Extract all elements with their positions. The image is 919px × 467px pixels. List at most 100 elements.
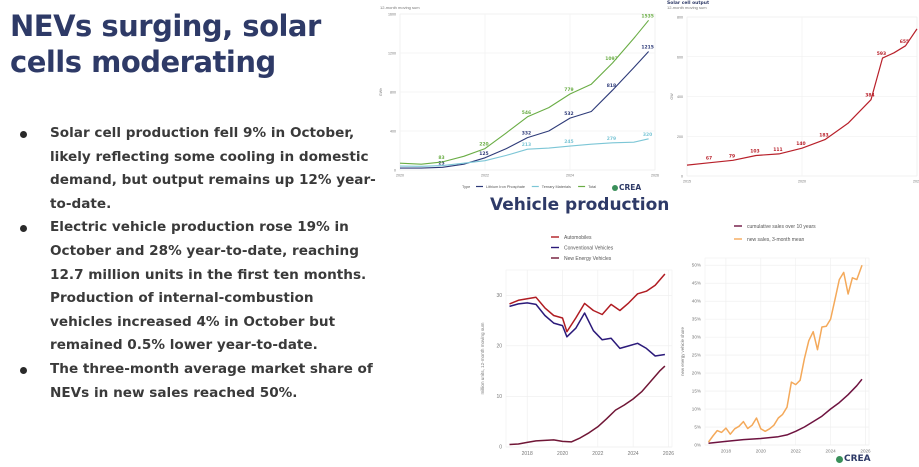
data-label: 245: [564, 139, 573, 145]
x-tick-label: 2026: [663, 451, 674, 457]
legend-entry-label: new sales, 3-month mean: [747, 237, 804, 243]
y-axis-label: GWh: [379, 88, 383, 96]
series-line-conventional-vehicles: [509, 302, 666, 357]
series-line-solar-cell-output: [686, 28, 918, 166]
y-tick-label: 45%: [692, 281, 701, 286]
data-label: 532: [564, 111, 573, 117]
data-label: 384: [865, 93, 874, 99]
y-axis-label: million units, 12-month moving sum: [480, 322, 485, 394]
vehicle-production-chart: 0 10 20 30 2018 2020 2022 2024 2026 million units…: [470, 222, 680, 467]
bullet-text: Solar cell production fell 9% in October…: [50, 125, 376, 212]
y-tick-label: 200: [677, 135, 683, 139]
y-tick-label: 1200: [388, 52, 396, 56]
bullet-list: Solar cell production fell 9% in October…: [20, 122, 376, 405]
x-tick-label: 2024: [825, 449, 836, 454]
vehicle-section-title: Vehicle production: [490, 195, 670, 215]
y-tick-label: 0: [394, 169, 396, 173]
legend-entry-label: Lithium Iron Phosphate: [486, 185, 525, 189]
y-axis-label: new energy vehicle share: [680, 327, 685, 376]
bullet-item: The three-month average market share of …: [20, 358, 376, 405]
legend-entry-label: Ternary Materials: [542, 185, 571, 189]
chart-svg: 0 10 20 30 2018 2020 2022 2024 2026 million units…: [480, 235, 674, 457]
series-line-ternary-materials: [399, 138, 649, 167]
y-tick-label: 800: [390, 91, 396, 95]
legend-entry-label: New Energy Vehicles: [564, 256, 612, 262]
solar-cell-output-chart: Solar cell output 12-month moving sum 0 200…: [665, 0, 919, 190]
x-tick-label: 2024: [566, 174, 574, 178]
y-tick-label: 0: [499, 445, 502, 451]
data-label: 546: [522, 110, 531, 116]
chart-svg: 0% 5% 10% 15% 20% 25% 30% 35% 40% 45% 50% 2018 2020 2…: [680, 224, 871, 454]
bullet-text: The three-month average market share of …: [50, 360, 373, 401]
data-label: 23: [438, 160, 444, 166]
data-label: 79: [729, 153, 735, 159]
bullet-dot-icon: [20, 366, 27, 374]
legend-entry-label: cumulative sales over 10 years: [747, 224, 816, 230]
data-label: 279: [607, 136, 616, 142]
crea-leaf-icon: [612, 184, 618, 191]
legend-entry-label: Automobiles: [564, 235, 592, 241]
plot-area: [704, 257, 870, 446]
x-tick-label: 2022: [481, 174, 489, 178]
chart-title: Solar cell output: [667, 0, 710, 6]
series-line-total: [399, 19, 650, 165]
x-tick-label: 2018: [522, 451, 533, 457]
data-label: 1097: [605, 56, 618, 62]
y-tick-label: 600: [677, 55, 683, 59]
data-label: 320: [643, 132, 652, 138]
data-label: 140: [796, 141, 805, 147]
x-tick-label: 2022: [791, 449, 802, 454]
y-tick-label: 30: [496, 293, 502, 299]
x-tick-label: 2018: [721, 449, 732, 454]
x-tick-label: 2024: [628, 451, 639, 457]
x-tick-label: 2020: [798, 180, 806, 184]
bullet-text: Electric vehicle production rose 19% in …: [50, 219, 367, 354]
series-line-new-energy-vehicles: [509, 365, 666, 446]
data-label: 111: [773, 147, 782, 153]
y-tick-label: 400: [390, 130, 396, 134]
legend-entry-label: Total: [588, 185, 596, 189]
legend-title: Type: [462, 185, 470, 189]
y-tick-label: 50%: [692, 263, 701, 268]
data-label: 593: [877, 51, 886, 57]
y-tick-label: 25%: [692, 353, 701, 358]
x-tick-label: 2020: [557, 451, 568, 457]
data-label: 220: [479, 142, 488, 148]
legend-entry-label: Conventional Vehicles: [564, 246, 614, 252]
data-label: 818: [607, 83, 616, 89]
y-tick-label: 400: [677, 95, 683, 99]
y-tick-label: 20: [496, 343, 502, 349]
y-tick-label: 800: [677, 16, 683, 20]
page-title: NEVs surging, solar cells moderating: [10, 9, 321, 79]
data-label: 125: [479, 151, 488, 157]
chart-svg: 12-month moving sum 0 400 800 1200 1600 2020 20…: [379, 5, 659, 189]
y-tick-label: 1600: [388, 13, 396, 17]
y-tick-label: 0%: [694, 443, 701, 448]
y-tick-label: 30%: [692, 335, 701, 340]
y-tick-label: 10: [496, 394, 502, 400]
x-tick-label: 2022: [592, 451, 603, 457]
x-tick-label: 2020: [396, 174, 404, 178]
data-label: 67: [706, 156, 712, 162]
y-tick-label: 15%: [692, 389, 701, 394]
crea-logo-text: CREA: [844, 454, 871, 464]
crea-logo: CREA: [836, 454, 871, 464]
chart-subtitle: 12-month moving sum: [667, 5, 707, 10]
data-label: 83: [438, 155, 444, 161]
crea-leaf-icon: [836, 455, 843, 463]
y-tick-label: 5%: [694, 425, 701, 430]
x-tick-label: 2026: [860, 449, 871, 454]
y-tick-label: 20%: [692, 371, 701, 376]
crea-logo-text: CREA: [619, 183, 642, 192]
nev-share-chart: 0% 5% 10% 15% 20% 25% 30% 35% 40% 45% 50% 2018 2020 2…: [680, 218, 919, 467]
y-tick-label: 10%: [692, 407, 701, 412]
data-label: 332: [522, 131, 531, 137]
data-label: 1535: [641, 13, 654, 19]
series-line-cumulative-sales-over-10-years: [708, 378, 863, 444]
bullet-item: Solar cell production fell 9% in October…: [20, 122, 376, 216]
data-label: 103: [750, 149, 759, 155]
x-tick-label: 2026: [651, 174, 659, 178]
y-axis-label: GW: [670, 93, 674, 100]
bullet-dot-icon: [20, 131, 27, 138]
